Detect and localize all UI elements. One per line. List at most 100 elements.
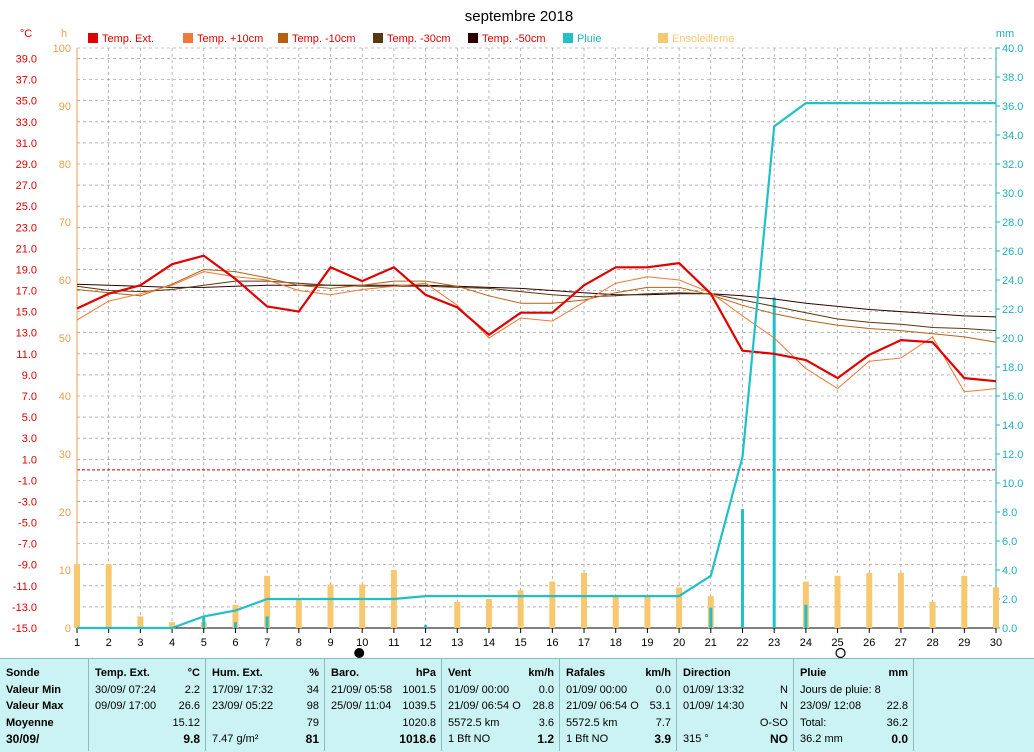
x-tick-label: 27 [895,637,907,649]
vent-max-when: 21/09/ 06:54 O [448,700,521,713]
rain-bar [709,607,713,628]
x-tick-label: 5 [201,637,207,649]
sonde-row-max: Valeur Max [6,700,64,713]
col-pluie: Pluie mm Jours de pluie: 8 23/09/ 12:08 22… [794,659,914,751]
x-tick-label: 24 [800,637,812,649]
left-temp-tick-label: -11.0 [13,581,37,593]
right-mm-tick-label: 38.0 [1002,72,1023,84]
right-mm-tick-label: 6.0 [1002,536,1017,548]
x-tick-label: 29 [958,637,970,649]
hum-last: 81 [305,732,319,747]
direction-last: NO [770,732,788,747]
sunshine-bar [834,575,841,628]
vent-unit: km/h [528,667,554,679]
col-hum: Hum. Ext.% 17/09/ 17:32 34 23/09/ 05:22 98… [206,659,325,751]
direction-header: Direction [683,667,731,679]
weather-chart: septembre 2018 °C h mm Temp. Ext. Temp. … [11,8,1024,658]
pluie-max: 22.8 [886,700,908,713]
pluie-last-total: 36.2 mm [800,733,843,746]
baro-max-when: 25/09/ 11:04 [331,700,392,713]
legend-label-soleil: Ensoleilleme [672,33,734,45]
left-hours-tick-label: 20 [59,507,71,519]
legend-label-temp-m30: Temp. -30cm [387,33,451,45]
sunshine-bar [676,587,683,628]
left-temp-tick-label: 27.0 [16,180,37,192]
vent-last: 1.2 [537,732,554,747]
sunshine-bar [993,587,999,628]
left-hours-tick-label: 90 [59,101,71,113]
sonde-row-min: Valeur Min [6,683,62,696]
rafales-dist: 5572.5 km [566,716,618,729]
left-temp-tick-label: 31.0 [16,138,37,150]
left-hours-tick-label: 0 [65,623,71,635]
x-tick-label: 18 [610,637,622,649]
legend-swatch-temp-ext [88,33,98,43]
rafales-header: Rafales [566,667,606,679]
x-tick-label: 11 [388,637,399,649]
sunshine-bar [264,575,271,628]
x-tick-label: 22 [736,637,748,649]
sunshine-bar [105,564,112,628]
legend-label-temp-ext: Temp. Ext. [102,33,154,45]
rafales-max-when: 21/09/ 06:54 O [566,700,639,713]
series-line-temp-50cm [76,283,997,318]
left-temp-tick-label: 35.0 [16,96,37,108]
x-tick-label: 26 [863,637,875,649]
rain-bar [424,625,428,628]
right-mm-tick-label: 20.0 [1002,333,1023,345]
left-temp-tick-label: -5.0 [18,518,37,530]
right-mm-tick-label: 0.0 [1002,623,1017,635]
right-mm-tick-label: 24.0 [1002,275,1023,287]
right-mm-tick-label: 14.0 [1002,420,1023,432]
vent-min: 0.0 [538,683,554,696]
right-mm-tick-label: 22.0 [1002,304,1023,316]
left-temp-tick-label: -9.0 [18,560,37,572]
left-hours-tick-label: 100 [53,43,71,55]
vent-avg: 3.6 [538,716,554,729]
col-sonde: Sonde Valeur Min Valeur Max Moyenne 30/0… [0,659,89,751]
right-mm-tick-label: 26.0 [1002,246,1023,258]
col-baro: Baro. hPa 21/09/ 05:58 1001.5 25/09/ 11:04… [325,659,442,751]
temp-header: Temp. Ext. [95,667,150,679]
left-temp-tick-label: 39.0 [16,54,37,66]
sunshine-bar [232,604,239,628]
left-temp-tick-label: -13.0 [12,602,37,614]
rafales-last: 3.9 [654,732,671,747]
hum-min-when: 17/09/ 17:32 [212,683,274,696]
series-line-temp-30cm [76,280,997,332]
x-tick-label: 2 [106,637,112,649]
x-tick-label: 16 [546,637,558,649]
left-temp-tick-label: 13.0 [16,328,37,340]
legend-swatch-temp-p10 [183,33,193,43]
x-tick-label: 25 [831,637,843,649]
sunshine-bar [295,599,302,628]
col-direction: Direction 01/09/ 13:32 N 01/09/ 14:30 N O-… [677,659,794,751]
pluie-max-when: 23/09/ 12:08 [800,700,862,713]
direction-max-when: 01/09/ 14:30 [683,700,745,713]
direction-avg: O-SO [759,716,788,729]
sunshine-bar [866,572,873,628]
x-tick-label: 20 [673,637,685,649]
right-mm-tick-label: 40.0 [1002,43,1023,55]
pluie-unit: mm [888,667,908,679]
right-axis-unit-mm: mm [996,28,1014,40]
col-rafales: Rafales km/h 01/09/ 00:00 0.0 21/09/ 06:54… [560,659,677,751]
x-tick-label: 6 [232,637,238,649]
left-temp-tick-label: 23.0 [16,222,37,234]
baro-header: Baro. [331,667,360,679]
hum-max-when: 23/09/ 05:22 [212,700,274,713]
baro-unit: hPa [415,667,436,679]
temp-unit: °C [187,667,200,679]
x-tick-label: 19 [641,637,653,649]
right-mm-tick-label: 16.0 [1002,391,1023,403]
x-tick-label: 12 [419,637,431,649]
left-temp-tick-label: -1.0 [18,475,37,487]
vent-dist: 5572.5 km [448,716,500,729]
left-hours-tick-label: 30 [59,449,71,461]
left-temp-tick-label: -7.0 [18,539,37,551]
baro-min-when: 21/09/ 05:58 [331,683,393,696]
series-lines [76,101,997,630]
right-mm-tick-label: 34.0 [1002,130,1023,142]
left-temp-tick-label: 37.0 [16,75,37,87]
sunshine-bar [454,601,461,628]
